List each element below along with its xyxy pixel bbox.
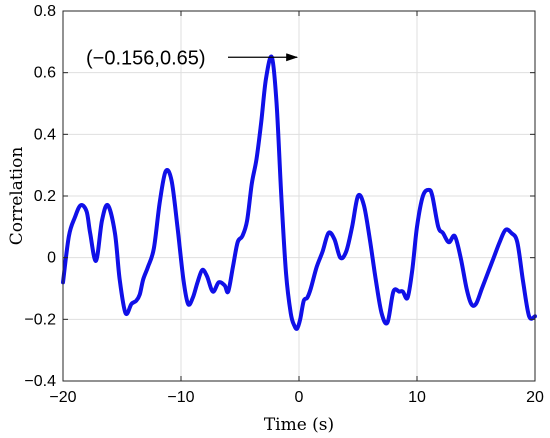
x-tick-label: 10 <box>408 389 426 406</box>
y-tick-label: −0.4 <box>24 373 56 390</box>
x-axis-title: Time (s) <box>264 415 334 435</box>
peak-annotation-group: (−0.156,0.65) <box>86 47 299 69</box>
y-tick-label: 0.6 <box>34 65 56 82</box>
axis-ticks: −20 −10 0 10 20 −0.4 −0.2 0 0.2 0.4 0.6 0.8 <box>24 3 544 406</box>
correlation-series-line <box>61 54 537 331</box>
y-axis-title: Correlation <box>7 147 27 246</box>
y-tick-label: −0.2 <box>24 311 56 328</box>
peak-annotation-label: (−0.156,0.65) <box>86 47 206 69</box>
series-layer <box>61 54 537 331</box>
x-tick-label: 0 <box>295 389 304 406</box>
x-tick-label: −10 <box>167 389 194 406</box>
y-tick-label: 0.2 <box>34 188 56 205</box>
y-tick-label: 0.8 <box>34 3 56 20</box>
y-tick-label: 0 <box>47 250 56 267</box>
x-tick-label: 20 <box>526 389 544 406</box>
y-tick-label: 0.4 <box>34 126 56 143</box>
x-tick-label: −20 <box>49 389 76 406</box>
